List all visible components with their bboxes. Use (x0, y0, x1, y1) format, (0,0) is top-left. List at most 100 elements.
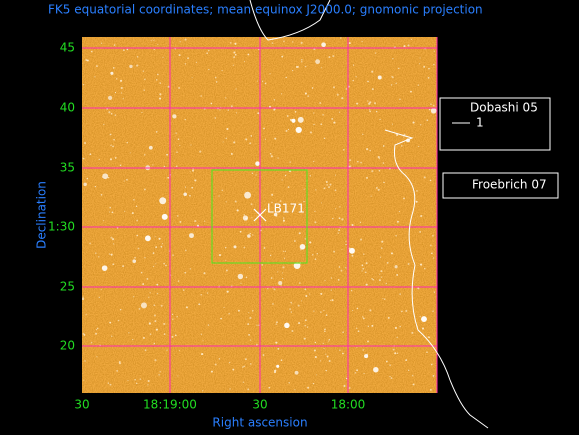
star (316, 253, 319, 255)
star (250, 203, 253, 206)
star (398, 210, 401, 213)
star (218, 195, 220, 197)
star (385, 360, 388, 363)
star (140, 271, 143, 274)
star (369, 149, 371, 152)
star (407, 44, 410, 47)
star (245, 276, 248, 279)
star (129, 64, 133, 69)
star (189, 233, 194, 239)
star (348, 247, 351, 250)
star (349, 159, 352, 162)
star (417, 287, 420, 290)
star (82, 297, 84, 300)
star (338, 217, 341, 220)
legend-box[interactable] (442, 172, 559, 199)
star (291, 118, 296, 123)
star (288, 382, 290, 384)
star (271, 42, 274, 44)
star (367, 340, 369, 343)
star (122, 98, 124, 100)
star (171, 335, 174, 338)
star (177, 375, 179, 377)
source-marker (253, 208, 267, 222)
star (369, 110, 371, 113)
star (341, 248, 343, 251)
star (225, 259, 227, 261)
star (234, 53, 237, 56)
star (135, 205, 138, 208)
star (432, 234, 434, 237)
star (112, 145, 114, 148)
star (250, 135, 253, 137)
star (103, 220, 105, 222)
star (258, 49, 260, 51)
star (220, 317, 222, 320)
star (426, 119, 429, 122)
star (269, 73, 271, 75)
legend-box[interactable] (439, 97, 551, 151)
star (82, 296, 84, 299)
star (160, 245, 163, 248)
star (248, 312, 250, 314)
star (282, 217, 285, 219)
star (235, 112, 237, 114)
star (189, 194, 191, 197)
star (324, 330, 326, 333)
star (338, 229, 341, 232)
star (83, 334, 86, 336)
star (119, 308, 122, 311)
star (237, 273, 244, 280)
star (258, 324, 260, 326)
star (194, 179, 197, 182)
star (249, 266, 251, 269)
star (419, 263, 423, 266)
star (392, 58, 394, 60)
star (156, 283, 159, 286)
star (314, 210, 316, 212)
star (184, 271, 187, 274)
star (235, 88, 237, 90)
star (260, 229, 262, 232)
star (252, 234, 254, 236)
star (242, 215, 249, 221)
star (364, 271, 367, 274)
star (334, 189, 337, 192)
star (227, 109, 229, 111)
star (132, 296, 135, 298)
star (300, 58, 303, 61)
star (331, 118, 334, 120)
star (332, 217, 334, 220)
star (335, 174, 337, 176)
star (208, 49, 210, 52)
star (159, 371, 161, 373)
star (128, 332, 130, 334)
star (328, 339, 330, 341)
star (262, 354, 265, 356)
star (176, 151, 178, 153)
star (356, 102, 359, 105)
star (396, 352, 399, 354)
star (85, 314, 87, 316)
stars (82, 37, 437, 392)
star (84, 360, 86, 362)
star (337, 232, 340, 234)
star (351, 254, 354, 257)
star (366, 148, 369, 151)
star (274, 137, 277, 140)
star (153, 314, 156, 317)
star (392, 348, 395, 351)
star (377, 155, 380, 159)
star (289, 161, 291, 163)
star (218, 358, 221, 360)
star (371, 170, 374, 173)
star (117, 319, 120, 322)
star (96, 356, 98, 358)
star (113, 139, 115, 141)
star (380, 247, 383, 249)
star (340, 269, 343, 272)
x-tick-label: 18:19:00 (143, 398, 197, 412)
star (243, 365, 245, 368)
star (321, 202, 323, 204)
star (371, 277, 373, 280)
